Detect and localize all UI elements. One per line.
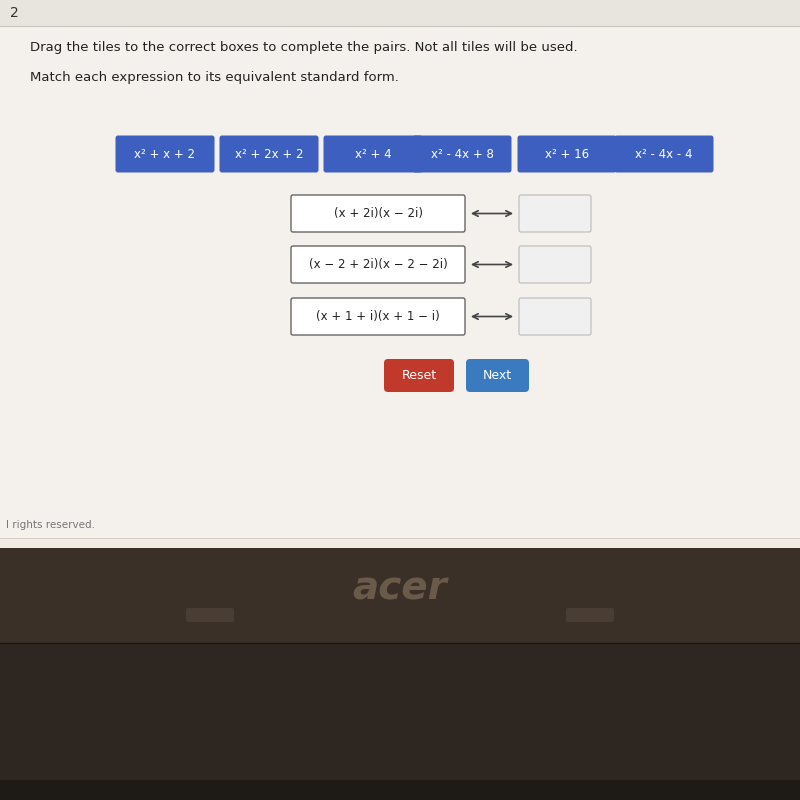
Text: x² + 2x + 2: x² + 2x + 2 [234, 147, 303, 161]
Text: 2: 2 [10, 6, 18, 20]
Text: Next: Next [482, 369, 511, 382]
Text: x² + 16: x² + 16 [545, 147, 589, 161]
FancyBboxPatch shape [466, 359, 529, 392]
FancyBboxPatch shape [219, 135, 318, 173]
Text: x² - 4x - 4: x² - 4x - 4 [635, 147, 693, 161]
Text: l rights reserved.: l rights reserved. [6, 520, 95, 530]
FancyBboxPatch shape [413, 135, 511, 173]
FancyBboxPatch shape [518, 135, 617, 173]
FancyBboxPatch shape [566, 608, 614, 622]
FancyBboxPatch shape [0, 538, 800, 643]
FancyBboxPatch shape [0, 0, 800, 26]
Text: x² + 4: x² + 4 [354, 147, 391, 161]
Text: x² + x + 2: x² + x + 2 [134, 147, 195, 161]
Text: (x + 1 + i)(x + 1 − i): (x + 1 + i)(x + 1 − i) [316, 310, 440, 323]
FancyBboxPatch shape [614, 135, 714, 173]
FancyBboxPatch shape [323, 135, 422, 173]
Text: Match each expression to its equivalent standard form.: Match each expression to its equivalent … [30, 71, 399, 85]
FancyBboxPatch shape [0, 548, 800, 643]
Text: (x + 2i)(x − 2i): (x + 2i)(x − 2i) [334, 207, 422, 220]
FancyBboxPatch shape [519, 298, 591, 335]
FancyBboxPatch shape [0, 780, 800, 800]
FancyBboxPatch shape [384, 359, 454, 392]
FancyBboxPatch shape [291, 195, 465, 232]
Text: Reset: Reset [402, 369, 437, 382]
Text: (x − 2 + 2i)(x − 2 − 2i): (x − 2 + 2i)(x − 2 − 2i) [309, 258, 447, 271]
FancyBboxPatch shape [115, 135, 214, 173]
FancyBboxPatch shape [291, 298, 465, 335]
Text: Drag the tiles to the correct boxes to complete the pairs. Not all tiles will be: Drag the tiles to the correct boxes to c… [30, 42, 578, 54]
FancyBboxPatch shape [0, 0, 800, 538]
Text: acer: acer [353, 569, 447, 607]
FancyBboxPatch shape [519, 246, 591, 283]
FancyBboxPatch shape [0, 643, 800, 800]
FancyBboxPatch shape [519, 195, 591, 232]
FancyBboxPatch shape [0, 538, 800, 548]
FancyBboxPatch shape [291, 246, 465, 283]
Text: x² - 4x + 8: x² - 4x + 8 [430, 147, 494, 161]
FancyBboxPatch shape [186, 608, 234, 622]
